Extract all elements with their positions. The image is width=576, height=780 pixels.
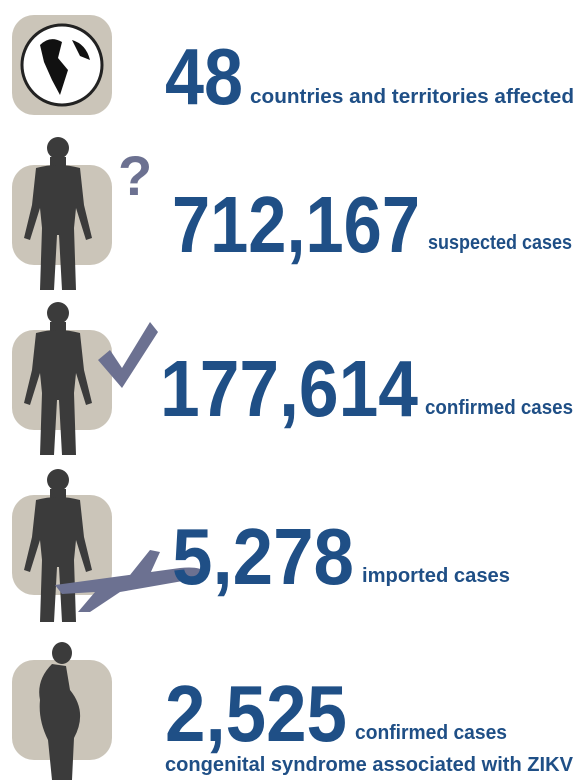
stat-label: suspected cases [428, 232, 572, 254]
stat-number: 712,167 [172, 180, 420, 269]
infographic: 48 countries and territories affected ? … [0, 0, 576, 780]
stat-number: 48 [165, 32, 243, 121]
stat-note: congenital syndrome associated with ZIKV [165, 754, 574, 776]
stat-label: confirmed cases [355, 722, 507, 744]
stat-number: 2,525 [165, 669, 347, 758]
stat-label: confirmed cases [425, 397, 573, 419]
stat-label: imported cases [362, 565, 510, 587]
person [24, 469, 92, 622]
stat-label: countries and territories affected [250, 86, 574, 108]
person [24, 137, 92, 290]
stat-number: 177,614 [160, 344, 418, 433]
question-mark: ? [118, 144, 152, 207]
stat-number: 5,278 [172, 512, 354, 601]
person [24, 302, 92, 455]
